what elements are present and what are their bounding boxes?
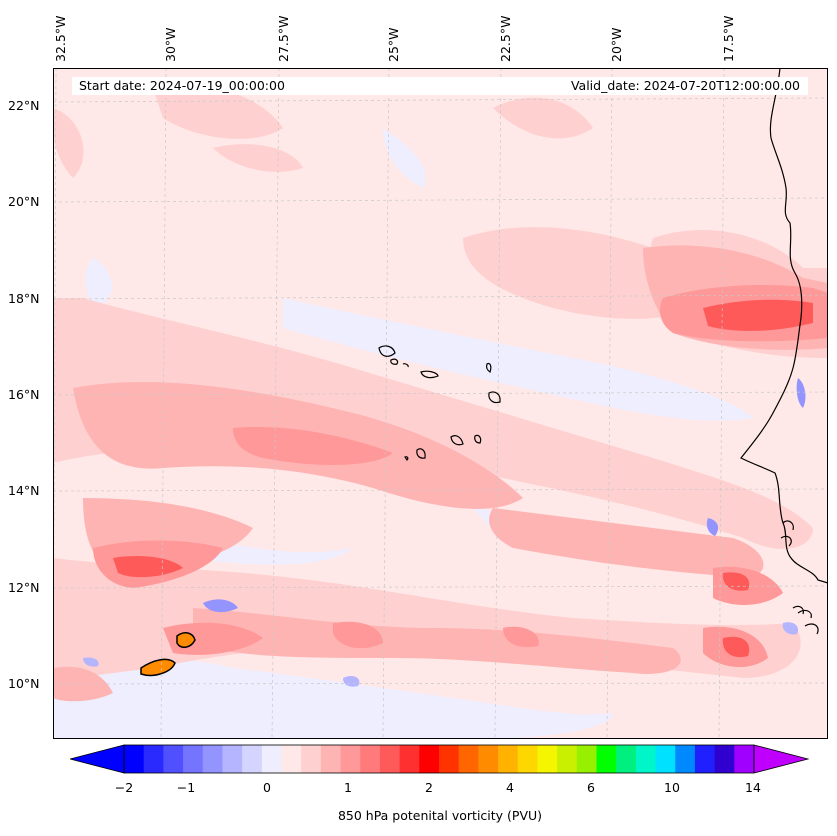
colorbar-segment: [320, 745, 342, 773]
colorbar-tick-neg2: −2: [114, 780, 134, 795]
lon-label-30w: 30°W: [163, 27, 178, 62]
colorbar-segment: [183, 745, 204, 773]
colorbar-segment: [163, 745, 184, 773]
colorbar-tick-4: 4: [506, 780, 514, 795]
colorbar-frame: [123, 744, 755, 774]
lat-label-10n: 10°N: [8, 676, 40, 691]
lon-label-17-5w: 17.5°W: [721, 15, 736, 62]
colorbar-segment: [261, 745, 282, 773]
colorbar-segment: [675, 745, 696, 773]
colorbar-segment: [439, 745, 460, 773]
start-date-label: Start date: 2024-07-19_00:00:00: [79, 78, 285, 93]
map-panel: [53, 68, 828, 739]
lat-label-16n: 16°N: [8, 387, 40, 402]
colorbar-tick-1: 1: [344, 780, 352, 795]
lon-label-27-5w: 27.5°W: [276, 15, 291, 62]
lat-label-12n: 12°N: [8, 580, 40, 595]
colorbar-segment: [202, 745, 223, 773]
colorbar-segment: [596, 745, 617, 773]
colorbar-segment: [694, 745, 716, 773]
colorbar-tick-10: 10: [664, 780, 680, 795]
colorbar-segment: [399, 745, 420, 773]
west-african-coastline: [740, 68, 828, 584]
peak-pv-bands: [113, 299, 813, 658]
colorbar-segment: [419, 745, 440, 773]
colorbar-segment: [360, 745, 381, 773]
colorbar-segment: [635, 745, 657, 773]
colorbar-segment: [458, 745, 479, 773]
colorbar-segment: [557, 745, 578, 773]
date-strip: [72, 77, 808, 95]
coastline-detail: [780, 520, 819, 635]
colorbar-segment: [301, 745, 322, 773]
colorbar-label: 850 hPa potenital vorticity (PVU): [337, 808, 543, 823]
colorbar-segment: [340, 745, 361, 773]
colorbar-segment: [242, 745, 263, 773]
pv-field-map: [53, 68, 828, 739]
colorbar-tick-14: 14: [745, 780, 761, 795]
valid-date-label: Valid_date: 2024-07-20T12:00:00.00: [570, 78, 800, 93]
lon-label-22-5w: 22.5°W: [498, 15, 513, 62]
colorbar-segment: [537, 745, 558, 773]
map-frame: [53, 68, 828, 739]
colorbar-segment: [734, 745, 755, 773]
colorbar-min-extension: [70, 744, 125, 774]
lat-label-22n: 22°N: [8, 98, 40, 113]
lon-label-32-5w: 32.5°W: [53, 15, 68, 62]
colorbar-segment: [222, 745, 243, 773]
colorbar-segment: [124, 745, 145, 773]
colorbar-segments: [124, 745, 755, 773]
colorbar-segment: [478, 745, 499, 773]
colorbar-tick-6: 6: [587, 780, 595, 795]
colorbar-tick-neg1: −1: [176, 780, 196, 795]
lat-label-18n: 18°N: [8, 291, 40, 306]
lon-label-20w: 20°W: [609, 27, 624, 62]
colorbar-segment: [281, 745, 302, 773]
colorbar-segment: [714, 745, 735, 773]
extreme-pv-features: [140, 632, 196, 677]
colorbar-segment: [498, 745, 519, 773]
cape-verde-islands: [378, 345, 501, 461]
colorbar-segment: [655, 745, 676, 773]
colorbar-segment: [379, 745, 401, 773]
lat-label-14n: 14°N: [8, 483, 40, 498]
colorbar-segment: [576, 745, 597, 773]
colorbar-segment: [517, 745, 538, 773]
colorbar-segment: [616, 745, 637, 773]
colorbar-max-extension: [753, 744, 810, 774]
colorbar-segment: [143, 745, 164, 773]
colorbar-tick-0: 0: [263, 780, 271, 795]
colorbar-tick-2: 2: [425, 780, 433, 795]
lat-label-20n: 20°N: [8, 194, 40, 209]
colorbar: [70, 744, 810, 774]
lon-label-25w: 25°W: [386, 27, 401, 62]
